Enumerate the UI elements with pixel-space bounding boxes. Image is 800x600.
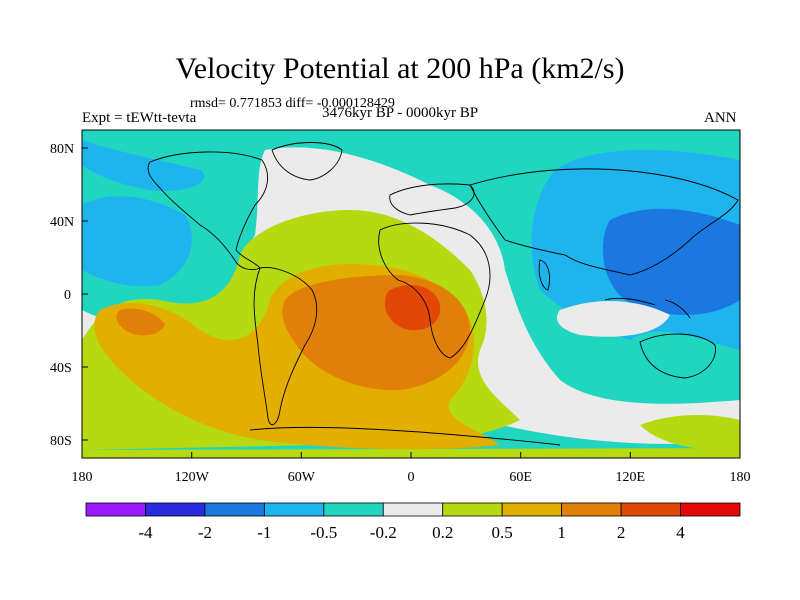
- colorbar-label: 0.5: [492, 523, 513, 542]
- ytick-label: 80S: [50, 434, 72, 449]
- colorbar-swatch: [501, 502, 563, 517]
- ytick-label: 80N: [50, 142, 74, 157]
- xtick-label: 60E: [509, 470, 532, 485]
- tick-marks: [82, 147, 631, 458]
- coastlines: [147, 142, 739, 446]
- india-coast: [538, 259, 551, 291]
- colorbar-swatch: [382, 502, 444, 517]
- europe-coast: [389, 183, 475, 216]
- field-pacific-negative: [82, 196, 192, 287]
- ytick-label: 0: [64, 288, 71, 303]
- xtick-label: 0: [408, 470, 415, 485]
- season-label: ANN: [704, 110, 737, 126]
- colorbar-label: 0.2: [432, 523, 453, 542]
- greenland-coast: [271, 142, 343, 181]
- field-africa-peak: [385, 285, 441, 331]
- asia-coast: [469, 168, 739, 276]
- colorbar-swatch: [145, 502, 206, 517]
- field-south-pacific-positive: [640, 415, 740, 451]
- map-title: Velocity Potential at 200 hPa (km2/s): [175, 52, 625, 85]
- xtick-label: 60W: [288, 470, 316, 485]
- maritime-continent-coast: [604, 297, 691, 319]
- colorbar-label: 4: [676, 523, 685, 542]
- colorbar-swatch: [323, 502, 384, 517]
- colorbar-label: -0.5: [310, 523, 337, 542]
- colorbar-label: 2: [617, 523, 626, 542]
- ytick-label: 40N: [50, 215, 74, 230]
- colorbar-label: -1: [257, 523, 271, 542]
- field-east-pacific-high: [116, 308, 165, 336]
- colorbar-label: -2: [198, 523, 212, 542]
- xtick-label: 180: [730, 470, 751, 485]
- colorbar-label: -4: [138, 523, 153, 542]
- colorbar-swatch: [620, 502, 681, 517]
- ytick-label: 40S: [50, 361, 72, 376]
- colorbar-swatch: [680, 502, 741, 517]
- xtick-label: 180: [72, 470, 93, 485]
- colorbar-swatch: [204, 502, 265, 517]
- south-america-coast: [253, 267, 318, 426]
- north-america-coast: [147, 151, 269, 271]
- antarctica-coast: [249, 426, 561, 446]
- africa-coast: [378, 222, 491, 359]
- stats-line: rmsd= 0.771853 diff= -0.000128429: [190, 96, 395, 111]
- australia-coast: [639, 333, 716, 379]
- contour-field: [82, 130, 740, 458]
- field-indonesia-neutral: [556, 300, 670, 337]
- colorbar-swatch: [561, 502, 622, 517]
- colorbar-swatch: [442, 502, 503, 517]
- experiment-label: Expt = tEWtt-tevta: [82, 110, 197, 126]
- colorbar-swatch: [85, 502, 146, 517]
- colorbar-swatch: [263, 502, 325, 517]
- colorbar: -4 -2 -1 -0.5 -0.2 0.2 0.5 1 2 4: [85, 502, 741, 542]
- xtick-label: 120E: [616, 470, 646, 485]
- colorbar-label: -0.2: [370, 523, 397, 542]
- colorbar-label: 1: [557, 523, 566, 542]
- field-arctic-negative: [82, 140, 205, 191]
- field-west-pacific-core: [602, 208, 740, 315]
- xtick-label: 120W: [175, 470, 210, 485]
- period-label: 3476kyr BP - 0000kyr BP: [322, 105, 479, 121]
